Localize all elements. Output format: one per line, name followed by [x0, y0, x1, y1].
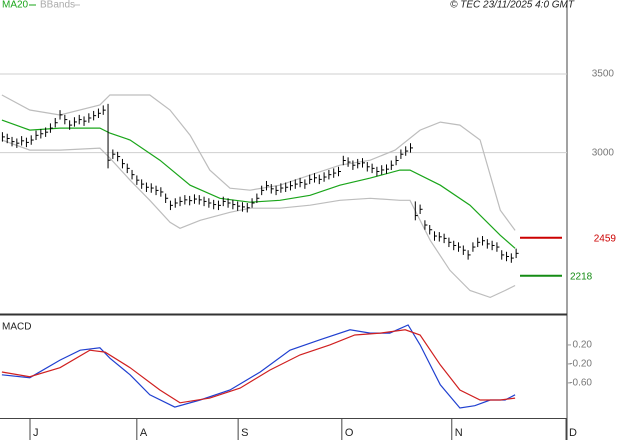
source-note: © TEC 23/11/2025 4:0 GMT	[450, 0, 575, 11]
y-tick-label: 3500	[592, 69, 615, 80]
bband-upper	[1, 94, 516, 231]
macd-line	[1, 329, 516, 404]
y-tick-label: 0.20	[573, 340, 593, 351]
x-tick-label: D	[569, 427, 577, 439]
x-tick-label: J	[33, 427, 39, 439]
y-tick-label: 3000	[592, 147, 615, 158]
legend-ma: MA20	[2, 0, 29, 11]
y-tick-label: -0.20	[569, 359, 592, 370]
level-label: 2459	[594, 233, 617, 244]
x-tick-label: O	[345, 427, 354, 439]
x-tick-label: A	[140, 427, 148, 439]
x-tick-label: S	[241, 427, 248, 439]
legend-bbands: BBands	[40, 0, 75, 11]
level-label: 2218	[570, 271, 593, 282]
ma-line	[1, 119, 516, 249]
macd-title: MACD	[2, 322, 31, 333]
x-tick-label: N	[455, 427, 463, 439]
y-tick-label: -0.60	[569, 378, 592, 389]
macd-line	[1, 324, 516, 409]
bband-lower	[1, 139, 516, 299]
